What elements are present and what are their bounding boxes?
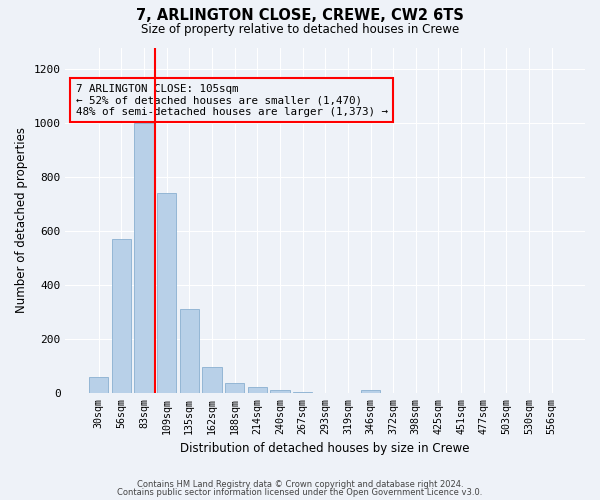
Text: Size of property relative to detached houses in Crewe: Size of property relative to detached ho… (141, 22, 459, 36)
X-axis label: Distribution of detached houses by size in Crewe: Distribution of detached houses by size … (181, 442, 470, 455)
Bar (112, 239, 131, 393)
Bar (225, 384, 244, 393)
Bar (270, 390, 290, 393)
Bar (179, 309, 199, 393)
Bar (134, 123, 154, 393)
Bar (293, 392, 312, 393)
Bar (361, 390, 380, 393)
Bar (89, 376, 108, 393)
Bar (157, 193, 176, 393)
Text: Contains public sector information licensed under the Open Government Licence v3: Contains public sector information licen… (118, 488, 482, 497)
Text: Contains HM Land Registry data © Crown copyright and database right 2024.: Contains HM Land Registry data © Crown c… (137, 480, 463, 489)
Text: 7 ARLINGTON CLOSE: 105sqm
← 52% of detached houses are smaller (1,470)
48% of se: 7 ARLINGTON CLOSE: 105sqm ← 52% of detac… (76, 84, 388, 117)
Bar (202, 367, 221, 393)
Text: 7, ARLINGTON CLOSE, CREWE, CW2 6TS: 7, ARLINGTON CLOSE, CREWE, CW2 6TS (136, 8, 464, 22)
Bar (248, 387, 267, 393)
Y-axis label: Number of detached properties: Number of detached properties (15, 127, 28, 313)
